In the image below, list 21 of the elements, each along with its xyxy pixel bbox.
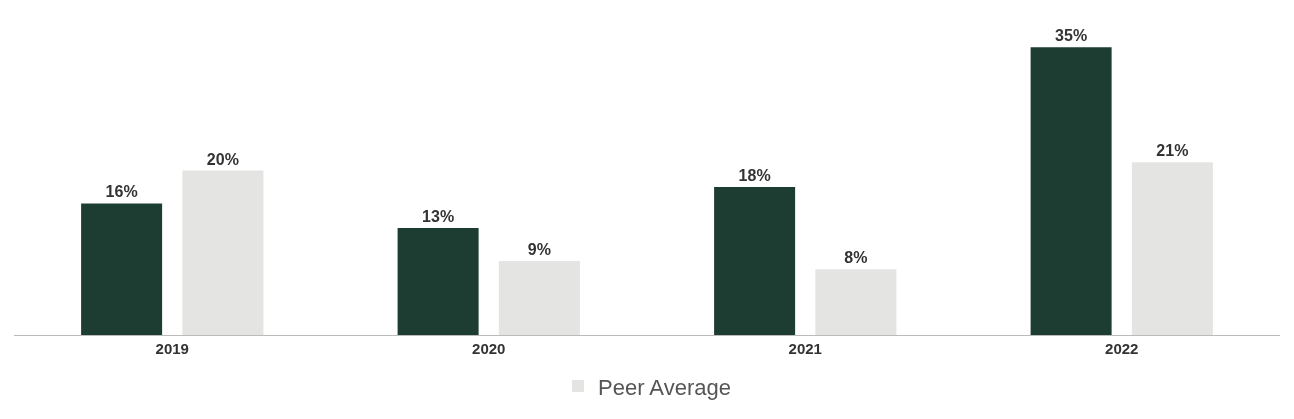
x-tick-label: 2022 (1105, 340, 1139, 357)
data-label: 18% (738, 166, 771, 184)
x-tick-label: 2020 (472, 340, 506, 357)
data-label: 9% (527, 240, 551, 258)
data-label: 21% (1156, 142, 1189, 160)
bar (498, 260, 580, 335)
bar (397, 228, 479, 335)
bar (815, 269, 897, 335)
legend-label: Peer Average (598, 374, 731, 400)
data-label: 8% (844, 249, 868, 267)
x-tick-label: 2019 (155, 340, 189, 357)
bar (182, 170, 264, 335)
bar (714, 186, 796, 335)
bar (1131, 162, 1213, 335)
x-tick-label: 2021 (788, 340, 822, 357)
data-label: 16% (105, 183, 138, 201)
data-label: 13% (422, 208, 455, 226)
bar (81, 203, 163, 335)
bar (1030, 47, 1112, 335)
data-label: 20% (206, 150, 239, 168)
data-label: 35% (1055, 27, 1088, 45)
